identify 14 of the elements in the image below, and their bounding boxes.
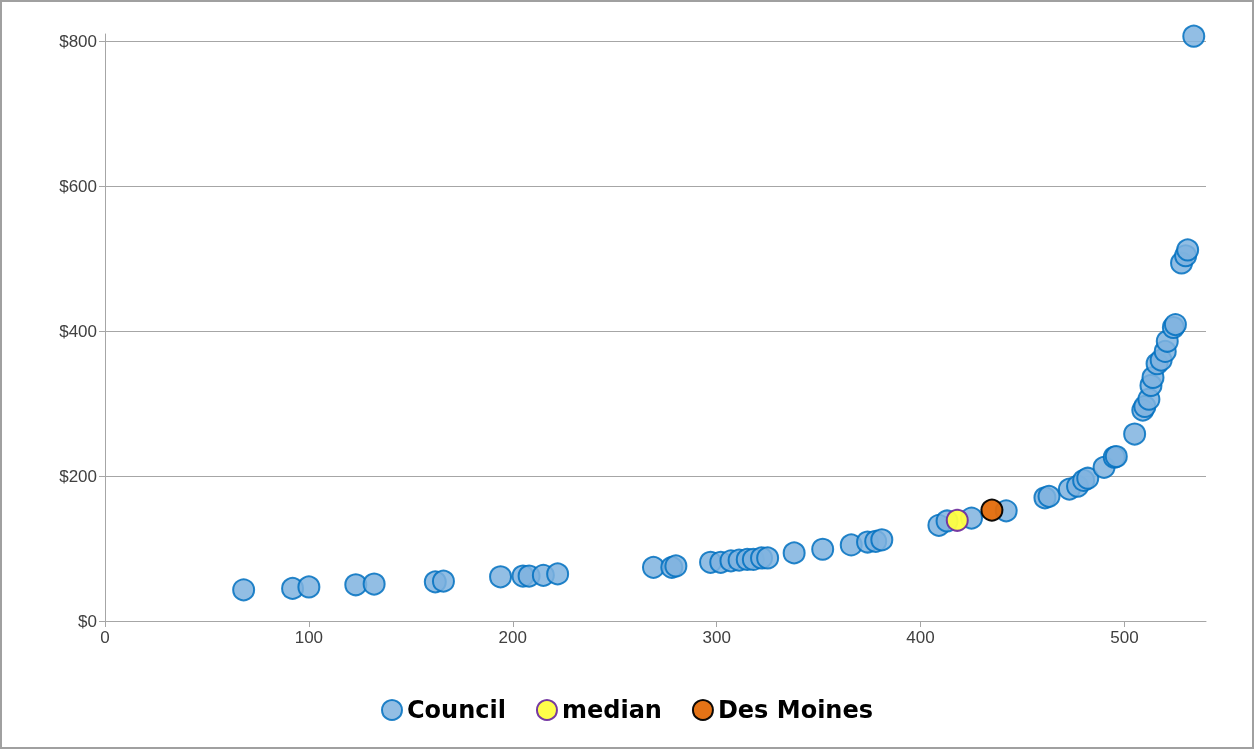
x-tick-label: 0 [100, 628, 110, 647]
y-tick-label: $0 [78, 611, 97, 631]
x-tick-label: 400 [906, 628, 935, 647]
legend-label: median [561, 696, 662, 724]
x-tick-label: 500 [1110, 628, 1139, 647]
y-tick-label: $600 [59, 176, 97, 196]
legend-label: Council [406, 696, 506, 724]
x-tick-label: 200 [498, 628, 527, 647]
legend-label: Des Moines [717, 696, 874, 724]
y-tick-label: $200 [59, 466, 97, 486]
x-tick-label: 100 [294, 628, 324, 647]
x-tick-label: 300 [702, 628, 731, 647]
y-tick-label: $800 [59, 31, 97, 51]
y-tick-label: $400 [59, 321, 97, 341]
